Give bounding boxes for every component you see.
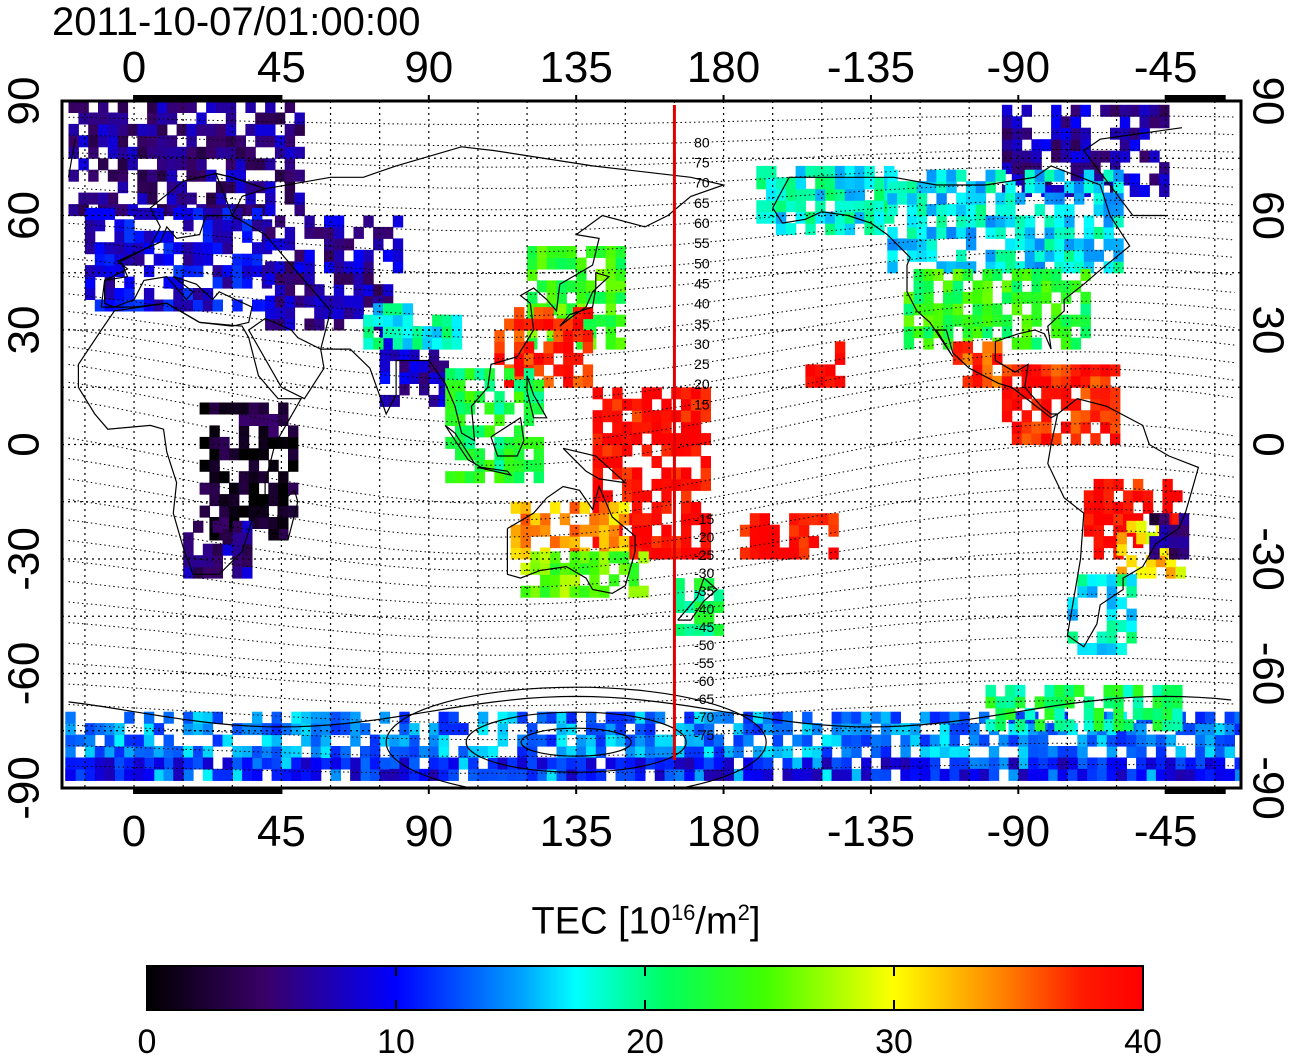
- graticule: [62, 101, 1241, 788]
- colorbar-tick-label: 20: [626, 1023, 664, 1057]
- contour-label: 70: [694, 175, 710, 191]
- contour-label: 45: [694, 275, 710, 291]
- longitude-tick-label: 90: [404, 807, 453, 856]
- colorbar-tick-label: 40: [1124, 1023, 1162, 1057]
- longitude-tick-label: -45: [1134, 807, 1198, 856]
- latitude-tick-label: 0: [0, 432, 49, 456]
- contour-label: -30: [694, 565, 714, 581]
- contour-label: -20: [694, 529, 714, 545]
- contour-label: -15: [694, 511, 714, 527]
- longitude-tick-label: -135: [827, 43, 915, 92]
- map-title: 2011-10-07/01:00:00: [52, 0, 421, 44]
- map-plot-area: 80 75 70 65 60 55 50 45 40 35 30 25 20 15 -15 -20 -25 -30…: [60, 95, 1243, 794]
- region-caribbean-red: [1001, 364, 1121, 446]
- contour-label: 80: [694, 134, 710, 150]
- colorbar: 0 10 20 30 40: [138, 965, 1162, 1057]
- longitude-tick-label: 45: [257, 43, 306, 92]
- latitude-tick-label: 60: [0, 191, 49, 240]
- top-longitude-axis: 0 45 90 135 180 -135 -90 -45: [122, 43, 1198, 92]
- map-frame: [60, 99, 1243, 790]
- contour-label: -65: [694, 691, 714, 707]
- contour-label: 35: [694, 316, 710, 332]
- colorbar-tick-label: 0: [138, 1023, 157, 1057]
- region-se-asia: [445, 368, 544, 484]
- latitude-tick-label: -30: [0, 527, 49, 591]
- contour-label: -40: [694, 601, 714, 617]
- region-canada: [887, 169, 1124, 274]
- longitude-tick-label: -90: [987, 43, 1051, 92]
- longitude-tick-label: 90: [404, 43, 453, 92]
- latitude-tick-label: -90: [1244, 756, 1292, 820]
- region-south-pacific-red: [739, 513, 839, 560]
- contour-label: 55: [694, 235, 710, 251]
- longitude-tick-label: -135: [827, 807, 915, 856]
- contour-label: -45: [694, 619, 714, 635]
- colorbar-tick-label: 30: [875, 1023, 913, 1057]
- latitude-tick-label: 30: [0, 306, 49, 355]
- region-arctic-east: [1001, 104, 1170, 197]
- contour-label: 20: [694, 376, 710, 392]
- region-alaska: [756, 165, 895, 236]
- contour-label: 40: [694, 296, 710, 312]
- contour-label: -60: [694, 673, 714, 689]
- region-central-asia: [265, 215, 404, 331]
- latitude-tick-label: -60: [1244, 642, 1292, 706]
- region-pacific-red: [592, 387, 711, 560]
- region-antarctic-blue: [65, 757, 1241, 781]
- contour-label: 15: [694, 396, 710, 412]
- contour-label: 50: [694, 255, 710, 271]
- frame-tick-bars: [133, 95, 1226, 794]
- contour-label: -75: [694, 727, 714, 743]
- contour-label: 30: [694, 336, 710, 352]
- latitude-tick-label: 30: [1244, 306, 1292, 355]
- contour-label: -50: [694, 637, 714, 653]
- contour-label: 75: [694, 155, 710, 171]
- colorbar-tick-label: 10: [377, 1023, 415, 1057]
- contour-label: -55: [694, 655, 714, 671]
- coastlines: [67, 127, 1232, 728]
- region-west-antarctic: [985, 684, 1183, 732]
- longitude-tick-label: 135: [539, 43, 612, 92]
- longitude-tick-label: 0: [122, 43, 146, 92]
- region-arctic-europe: [68, 101, 305, 217]
- latitude-tick-label: -30: [1244, 527, 1292, 591]
- latitude-tick-label: -90: [0, 756, 49, 820]
- tec-data-regions: [65, 101, 1241, 781]
- longitude-tick-label: -90: [987, 807, 1051, 856]
- region-usa: [903, 268, 1091, 350]
- longitude-tick-label: -45: [1134, 43, 1198, 92]
- contour-label: -70: [694, 709, 714, 725]
- region-australia-north: [510, 501, 630, 560]
- longitude-tick-label: 135: [539, 807, 612, 856]
- colorbar-ticks: 0 10 20 30 40: [138, 966, 1162, 1057]
- bottom-longitude-axis: 0 45 90 135 180 -135 -90 -45: [122, 807, 1198, 856]
- latitude-tick-label: -60: [0, 642, 49, 706]
- colorbar-label: TEC [1016/m2]: [531, 900, 761, 943]
- latitude-tick-label: 0: [1244, 432, 1292, 456]
- right-latitude-axis: 90 60 30 0 -30 -60 -90: [1244, 77, 1292, 820]
- region-india-cyan: [363, 303, 463, 350]
- contour-label: 60: [694, 215, 710, 231]
- contour-labels: 80 75 70 65 60 55 50 45 40 35 30 25 20 15 -15 -20 -25 -30…: [694, 134, 714, 743]
- left-latitude-axis: 90 60 30 0 -30 -60 -90: [0, 77, 49, 820]
- longitude-tick-label: 180: [687, 43, 760, 92]
- contour-label: -25: [694, 547, 714, 563]
- contour-label: 25: [694, 356, 710, 372]
- latitude-tick-label: 90: [0, 77, 49, 126]
- latitude-tick-label: 90: [1244, 77, 1292, 126]
- magnetic-latitude-contours: [68, 115, 1235, 788]
- contour-label: -35: [694, 583, 714, 599]
- longitude-tick-label: 45: [257, 807, 306, 856]
- longitude-tick-label: 180: [687, 807, 760, 856]
- longitude-tick-label: 0: [122, 807, 146, 856]
- region-south-atlantic: [1149, 513, 1190, 560]
- latitude-tick-label: 60: [1244, 191, 1292, 240]
- contour-label: 65: [694, 195, 710, 211]
